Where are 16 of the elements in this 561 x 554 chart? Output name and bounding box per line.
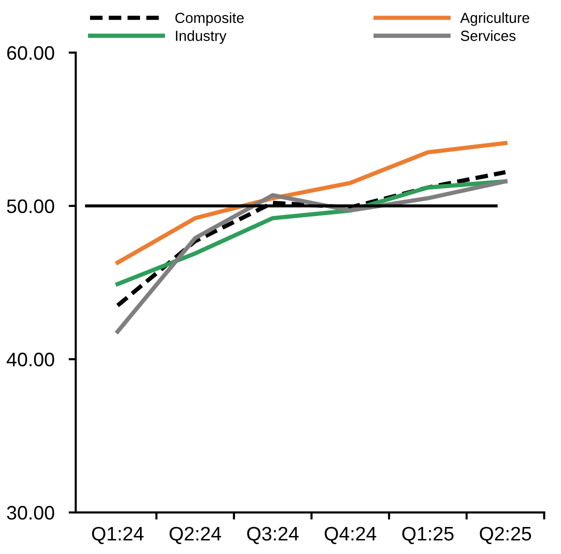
y-tick-label: 50.00: [7, 199, 54, 214]
line-series: [116, 179, 508, 334]
y-tick-label: 60.00: [7, 46, 54, 60]
x-tick-label: Q2:24: [170, 526, 222, 544]
legend-label: Services: [460, 30, 516, 41]
line-series: [116, 140, 508, 265]
x-tick-label: Q2:25: [480, 526, 532, 544]
legend-label: Composite: [175, 12, 244, 26]
y-tick-label: 30.00: [6, 506, 54, 520]
x-tick-label: Q4:24: [324, 526, 376, 544]
legend-label: Agriculture: [460, 12, 530, 26]
x-tick-label: Q1:25: [402, 526, 454, 544]
legend-label: Industry: [176, 30, 226, 44]
x-tick-label: Q1:24: [92, 526, 144, 544]
y-tick-label: 40.00: [6, 352, 54, 366]
x-tick-label: Q3:24: [247, 526, 299, 544]
